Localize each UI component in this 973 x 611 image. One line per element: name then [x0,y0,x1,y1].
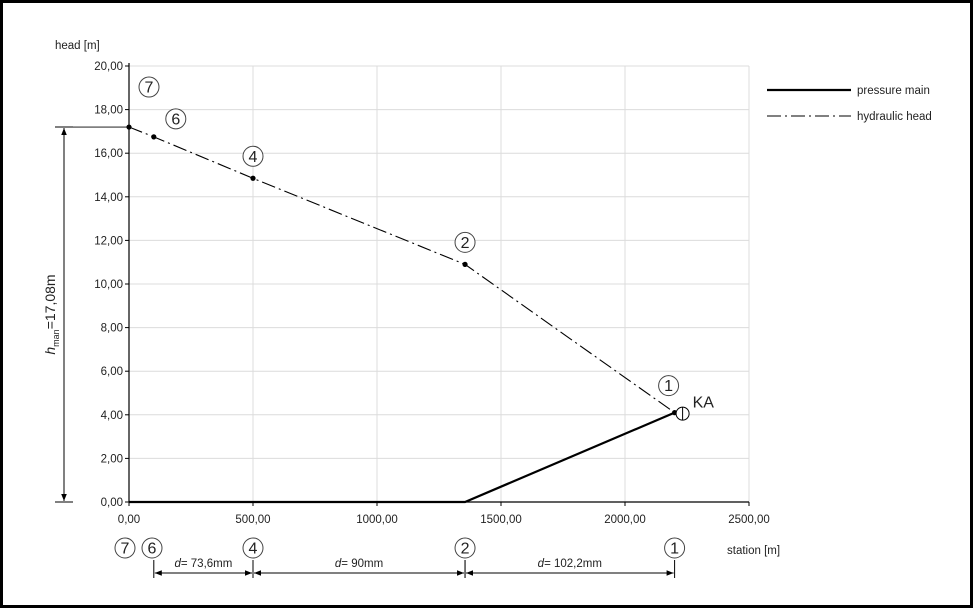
series [128,126,676,504]
marker-label: 6 [148,541,157,558]
y-tick-label: 12,00 [94,235,123,247]
ka-label: KA [693,395,715,412]
station-marker-6: 6 [141,537,163,559]
y-tick-label: 16,00 [94,148,123,160]
x-tick-label: 1000,00 [356,514,398,526]
y-tick-label: 4,00 [101,410,123,422]
marker-label: 6 [171,111,180,128]
data-point [151,134,157,140]
x-tick-label: 1500,00 [480,514,522,526]
marker-circle [658,375,680,397]
marker-circle [454,537,476,559]
data-point [250,175,256,181]
marker-circle [138,76,160,98]
marker-label: 2 [461,541,470,558]
grid [129,65,750,502]
x-tick-label: 500,00 [235,514,270,526]
y-tick-label: 10,00 [94,279,123,291]
head-dim-label: hman=17,08m [42,274,61,354]
series-line-hydraulic-head [128,126,675,414]
dimension-lines: 7 6 4 2 1 d= 73,6mm d= 90mm d= 102,2mm hman=17,0… [42,126,686,578]
station-marker-4: 4 [242,537,264,559]
marker-circle [141,537,163,559]
x-tick-label: 0,00 [118,514,140,526]
marker-label: 7 [145,80,154,97]
x-tick-label: 2500,00 [728,514,770,526]
marker-label: 2 [461,235,470,252]
marker-circle [114,537,136,559]
legend-label-hydraulic-head: hydraulic head [857,111,932,123]
x-axis-title: station [m] [727,545,780,557]
hydraulic-profile-chart: 0,002,004,006,008,0010,0012,0014,0016,00… [42,40,932,578]
point-marker-2: 2 [454,231,476,253]
y-tick-label: 0,00 [101,497,123,509]
y-tick-label: 18,00 [94,105,123,117]
diameter-label-3: d= 102,2mm [538,558,602,570]
y-tick-label: 6,00 [101,366,123,378]
marker-label: 7 [121,541,130,558]
diameter-label-1: d= 73,6mm [174,558,232,570]
markers: 76 4 2 1 KA [126,76,715,421]
y-axis-title: head [m] [55,40,100,52]
diameter-label-2: d= 90mm [335,558,383,570]
legend: pressure main hydraulic head [767,85,932,123]
axes: 0,002,004,006,008,0010,0012,0014,0016,00… [55,40,780,557]
series-line-pressure-main [129,411,676,504]
y-tick-label: 2,00 [101,453,123,465]
marker-circle [242,145,264,167]
point-marker-1: 1 [658,375,680,397]
marker-circle [664,537,686,559]
marker-circle [165,108,187,130]
marker-circle [242,537,264,559]
marker-label: 1 [664,378,673,395]
point-marker-4: 4 [242,145,264,167]
station-marker-7: 7 [114,537,136,559]
legend-label-pressure-main: pressure main [857,85,930,97]
marker-circle [454,231,476,253]
point-marker-6: 6 [165,108,187,130]
data-point [462,261,468,267]
y-tick-label: 14,00 [94,192,123,204]
station-marker-1: 1 [664,537,686,559]
marker-label: 4 [249,541,258,558]
y-tick-label: 20,00 [94,61,123,73]
point-marker-7: 7 [138,76,160,98]
marker-label: 4 [249,149,258,166]
y-tick-label: 8,00 [101,323,123,335]
marker-label: 1 [670,541,679,558]
station-marker-2: 2 [454,537,476,559]
x-tick-label: 2000,00 [604,514,646,526]
